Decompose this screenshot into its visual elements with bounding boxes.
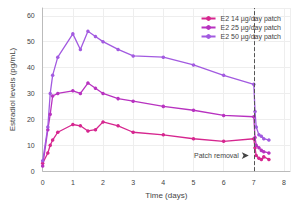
svg-text:E2 25 µg/day patch: E2 25 µg/day patch	[221, 24, 282, 32]
svg-text:Time (days): Time (days)	[145, 191, 187, 200]
svg-text:E2 50 µg/day patch: E2 50 µg/day patch	[221, 33, 282, 41]
svg-text:10: 10	[27, 142, 35, 149]
svg-text:6: 6	[222, 179, 226, 186]
svg-text:30: 30	[27, 90, 35, 97]
svg-text:20: 20	[27, 116, 35, 123]
svg-text:0: 0	[31, 168, 35, 175]
svg-text:40: 40	[27, 64, 35, 71]
svg-text:60: 60	[27, 12, 35, 19]
svg-text:Patch removal: Patch removal	[194, 152, 239, 159]
svg-text:50: 50	[27, 38, 35, 45]
svg-text:7: 7	[252, 179, 256, 186]
svg-text:Estradiol levels (pg/mL): Estradiol levels (pg/mL)	[8, 47, 17, 131]
svg-text:5: 5	[192, 179, 196, 186]
svg-text:E2 14 µg/day patch: E2 14 µg/day patch	[221, 15, 282, 23]
svg-text:0: 0	[41, 179, 45, 186]
svg-text:3: 3	[131, 179, 135, 186]
svg-text:1: 1	[71, 179, 75, 186]
svg-text:4: 4	[161, 179, 165, 186]
svg-text:2: 2	[101, 179, 105, 186]
svg-text:8: 8	[282, 179, 286, 186]
